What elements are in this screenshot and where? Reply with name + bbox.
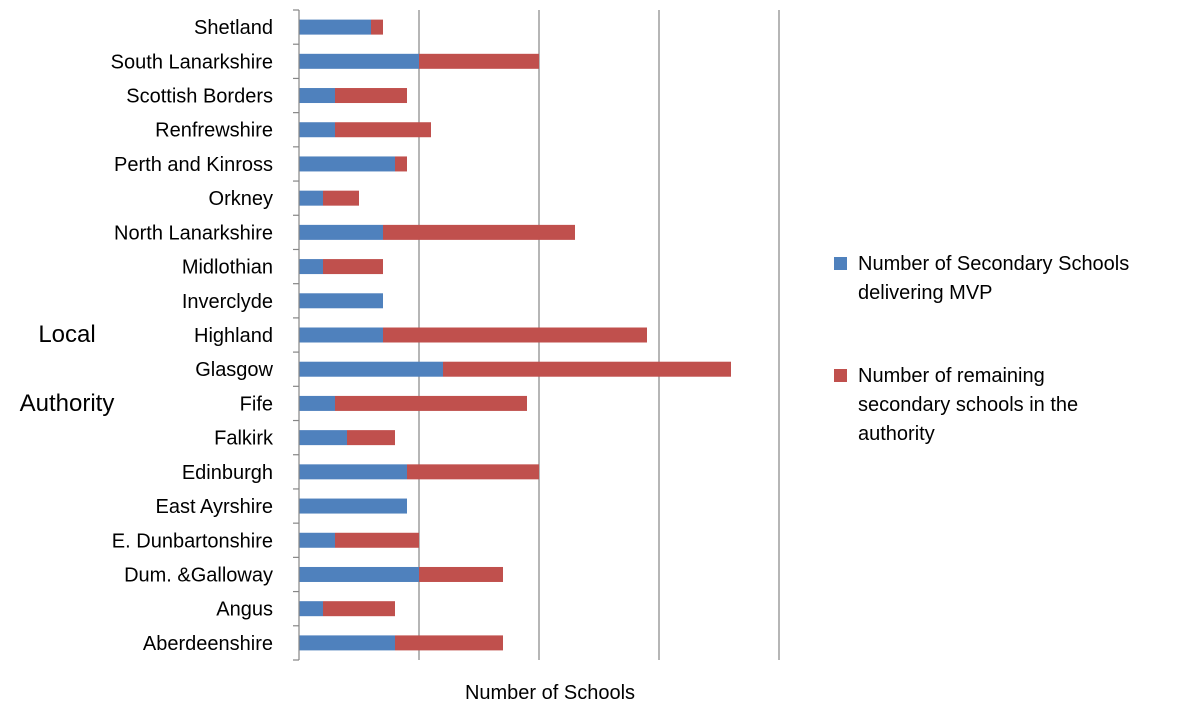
category-label: Fife xyxy=(240,393,273,415)
category-label: Edinburgh xyxy=(182,462,273,484)
bars xyxy=(299,19,731,651)
category-label: Scottish Borders xyxy=(126,86,273,108)
legend-label-2-line-3: authority xyxy=(858,423,935,445)
category-labels: Shetland South Lanarkshire Scottish Border… xyxy=(111,17,274,655)
bar-mvp-1 xyxy=(299,53,419,69)
bar-mvp-16 xyxy=(299,566,419,582)
axes xyxy=(293,9,300,661)
bar-mvp-0 xyxy=(299,19,371,35)
bar-remaining-13 xyxy=(407,464,539,480)
bar-remaining-2 xyxy=(335,88,407,104)
bar-remaining-0 xyxy=(371,19,383,35)
bar-remaining-9 xyxy=(383,327,647,343)
bar-mvp-3 xyxy=(299,122,335,138)
category-label: Highland xyxy=(194,325,273,347)
bar-mvp-2 xyxy=(299,88,335,104)
legend-swatch-2 xyxy=(834,369,847,382)
legend-swatch-1 xyxy=(834,257,847,270)
bar-remaining-17 xyxy=(323,601,395,617)
x-axis-title: Number of Schools xyxy=(465,682,635,704)
category-label: Shetland xyxy=(194,17,273,39)
bar-remaining-15 xyxy=(335,532,419,548)
category-label: South Lanarkshire xyxy=(111,51,273,73)
bar-mvp-12 xyxy=(299,430,347,446)
bar-remaining-6 xyxy=(383,224,575,240)
bar-mvp-9 xyxy=(299,327,383,343)
bar-mvp-11 xyxy=(299,395,335,411)
bar-mvp-17 xyxy=(299,601,323,617)
legend-label-1-line-2: delivering MVP xyxy=(858,282,993,304)
category-label: Angus xyxy=(216,599,273,621)
bar-mvp-5 xyxy=(299,190,323,206)
category-label: Dum. &Galloway xyxy=(124,564,273,586)
bar-mvp-10 xyxy=(299,361,443,377)
bar-mvp-13 xyxy=(299,464,407,480)
bar-mvp-8 xyxy=(299,293,383,309)
bar-remaining-11 xyxy=(335,395,527,411)
bar-mvp-7 xyxy=(299,259,323,275)
bar-mvp-18 xyxy=(299,635,395,651)
bar-remaining-7 xyxy=(323,259,383,275)
category-label: E. Dunbartonshire xyxy=(112,530,273,552)
category-label: Orkney xyxy=(209,188,273,210)
category-label: Renfrewshire xyxy=(155,120,273,142)
bar-remaining-10 xyxy=(443,361,731,377)
y-axis-title-line-1: Local xyxy=(38,321,95,348)
category-label: Glasgow xyxy=(195,359,273,381)
bar-mvp-14 xyxy=(299,498,407,514)
bar-mvp-6 xyxy=(299,224,383,240)
category-label: East Ayrshire xyxy=(156,496,273,518)
bar-mvp-15 xyxy=(299,532,335,548)
bar-remaining-12 xyxy=(347,430,395,446)
category-label: Aberdeenshire xyxy=(143,633,273,655)
legend-label-1-line-1: Number of Secondary Schools xyxy=(858,253,1129,275)
category-label: Inverclyde xyxy=(182,291,273,313)
y-axis-title-line-2: Authority xyxy=(20,390,115,417)
category-label: Midlothian xyxy=(182,257,273,279)
category-label: Perth and Kinross xyxy=(114,154,273,176)
bar-remaining-1 xyxy=(419,53,539,69)
bar-remaining-18 xyxy=(395,635,503,651)
category-label: North Lanarkshire xyxy=(114,222,273,244)
bar-remaining-3 xyxy=(335,122,431,138)
legend-label-2-line-2: secondary schools in the xyxy=(858,394,1078,416)
bar-mvp-4 xyxy=(299,156,395,172)
legend-label-2-line-1: Number of remaining xyxy=(858,365,1045,387)
bar-remaining-4 xyxy=(395,156,407,172)
legend: Number of Secondary Schools delivering MV… xyxy=(834,253,1129,445)
bar-remaining-5 xyxy=(323,190,359,206)
category-label: Falkirk xyxy=(214,428,274,450)
bar-remaining-16 xyxy=(419,566,503,582)
